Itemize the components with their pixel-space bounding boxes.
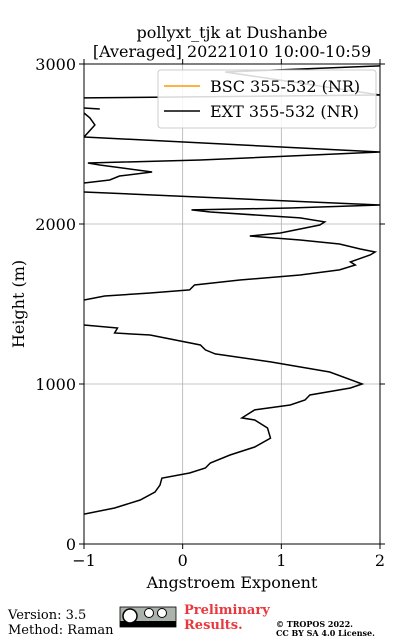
- plot-frame: [83, 63, 381, 545]
- y-tick-label: 2000: [35, 215, 76, 234]
- version-text: Version: 3.5: [7, 608, 86, 623]
- x-tick-label: −1: [72, 551, 96, 570]
- y-axis-label: Height (m): [9, 260, 28, 348]
- chart-subtitle: [Averaged] 20221010 10:00-10:59: [93, 42, 371, 61]
- legend: BSC 355-532 (NR) EXT 355-532 (NR): [157, 69, 377, 129]
- x-tick-label: 0: [178, 551, 188, 570]
- chart-title: pollyxt_tjk at Dushanbe: [136, 23, 327, 42]
- legend-label: BSC 355-532 (NR): [210, 77, 360, 96]
- copyright-text: © TROPOS 2022.: [276, 619, 353, 629]
- x-tick-label: 2: [375, 551, 385, 570]
- x-tick-label: 1: [276, 551, 286, 570]
- plot-area: [79, 59, 385, 549]
- license-text: CC BY SA 4.0 License.: [276, 628, 375, 638]
- y-tick-label: 1000: [35, 375, 76, 394]
- y-tick-label: 0: [66, 535, 76, 554]
- x-axis-label: Angstroem Exponent: [146, 573, 318, 592]
- cc-logo: [119, 606, 177, 628]
- legend-box: [157, 69, 377, 129]
- notice-line: Preliminary Results.: [184, 603, 270, 633]
- y-tick-label: 3000: [35, 55, 76, 74]
- method-text: Method: Raman: [8, 623, 114, 638]
- legend-label: EXT 355-532 (NR): [210, 102, 359, 121]
- profile-line: [84, 65, 380, 515]
